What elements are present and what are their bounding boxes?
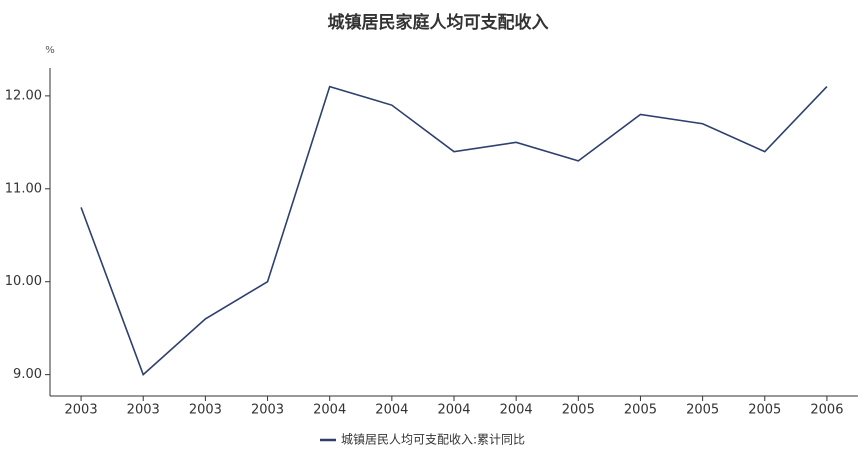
x-tick-label: 2004 — [375, 403, 408, 418]
x-tick-label: 2004 — [437, 403, 470, 418]
legend-label: 城镇居民人均可支配收入:累计同比 — [341, 433, 525, 447]
x-tick-label: 2006 — [810, 403, 843, 418]
x-tick-label: 2005 — [686, 403, 719, 418]
x-tick-label: 2005 — [748, 403, 781, 418]
x-tick-label: 2005 — [624, 403, 657, 418]
x-tick-label: 2004 — [313, 403, 346, 418]
y-tick-label: 12.00 — [5, 88, 42, 103]
x-tick-label: 2004 — [500, 403, 533, 418]
x-tick-label: 2003 — [65, 403, 98, 418]
y-tick-label: 11.00 — [5, 181, 42, 196]
y-tick-label: 9.00 — [13, 367, 42, 382]
y-tick-label: 10.00 — [5, 274, 42, 289]
x-tick-label: 2005 — [562, 403, 595, 418]
line — [80, 85, 828, 377]
x-tick-label: 2003 — [189, 403, 222, 418]
y-unit: % — [45, 45, 55, 56]
x-tick-label: 2003 — [251, 403, 284, 418]
chart-title: 城镇居民家庭人均可支配收入 — [328, 12, 549, 33]
x-tick-label: 2003 — [127, 403, 160, 418]
